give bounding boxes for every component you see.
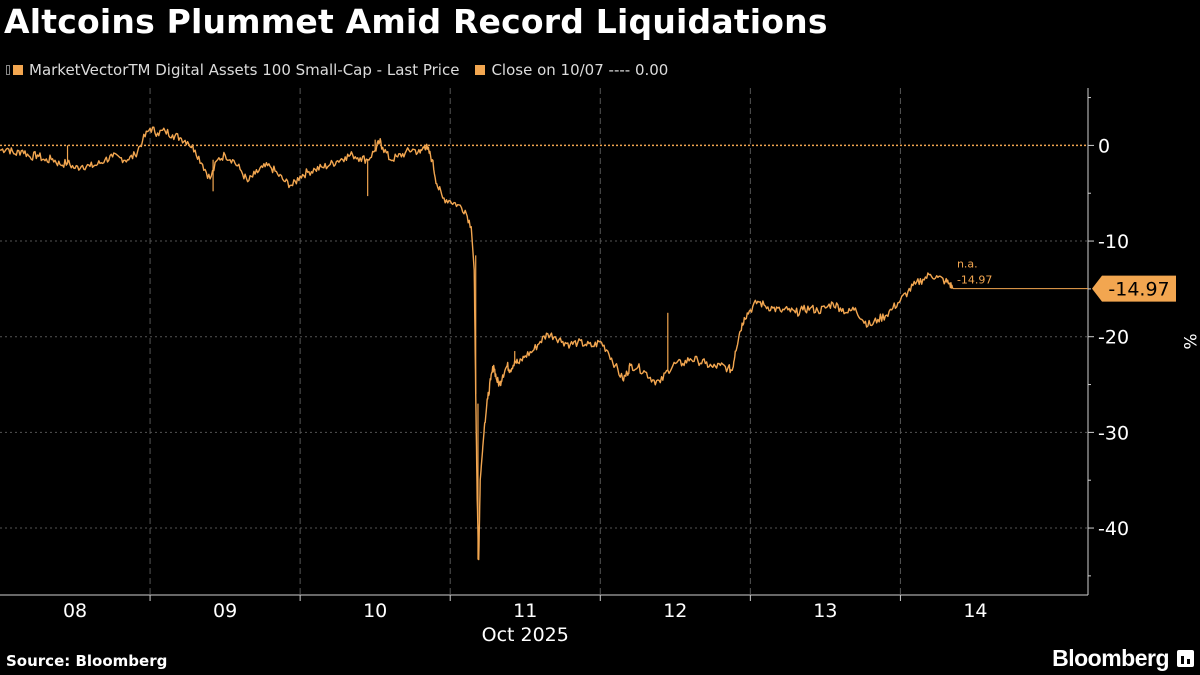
x-tick-label: 12: [663, 600, 687, 622]
x-month-label: Oct 2025: [482, 624, 569, 646]
legend-item-close: Close on 10/07 ---- 0.00: [475, 61, 668, 79]
source-note: Source: Bloomberg: [6, 652, 168, 670]
y-axis: 0 -10 -20 -30 -40%: [1087, 88, 1199, 595]
bloomberg-chart-icon: [1177, 650, 1194, 667]
annotation-value: -14.97: [957, 274, 992, 287]
y-tick-label: -20: [1098, 327, 1129, 349]
x-axis: 08 09 10 11 12 13 14 Oct 2025: [0, 594, 1088, 646]
x-tick-label: 14: [963, 600, 987, 622]
last-value-group: -14.97 n.a. -14.97: [952, 258, 1176, 302]
y-tick-label: -40: [1098, 518, 1129, 540]
x-tick-label: 10: [363, 600, 387, 622]
price-series-line: [0, 126, 954, 561]
legend-swatch-icon: [13, 65, 23, 75]
gridlines: [0, 88, 1088, 595]
x-tick-label: 11: [513, 600, 537, 622]
y-axis-label: %: [1179, 333, 1199, 349]
brand-name: Bloomberg: [1052, 645, 1169, 671]
legend-handle-icon: [6, 65, 10, 75]
x-tick-label: 08: [63, 600, 87, 622]
last-value-label: -14.97: [1108, 279, 1169, 301]
legend-label: MarketVectorTM Digital Assets 100 Small-…: [29, 61, 460, 79]
legend-label: Close on 10/07 ---- 0.00: [491, 61, 669, 79]
chart-title: Altcoins Plummet Amid Record Liquidation…: [4, 2, 828, 41]
legend-swatch-icon: [475, 65, 486, 75]
brand-logo: Bloomberg: [1052, 645, 1194, 672]
y-tick-label: -30: [1098, 422, 1129, 444]
x-tick-label: 13: [813, 600, 837, 622]
last-value-tag: [1092, 275, 1176, 302]
y-tick-label: -10: [1098, 231, 1129, 253]
y-tick-label: 0: [1098, 135, 1110, 157]
legend-item-last-price: MarketVectorTM Digital Assets 100 Small-…: [13, 61, 459, 79]
x-tick-label: 09: [213, 600, 237, 622]
legend: MarketVectorTM Digital Assets 100 Small-…: [6, 60, 684, 80]
annotation-na: n.a.: [957, 258, 978, 271]
series-group: [0, 126, 954, 561]
